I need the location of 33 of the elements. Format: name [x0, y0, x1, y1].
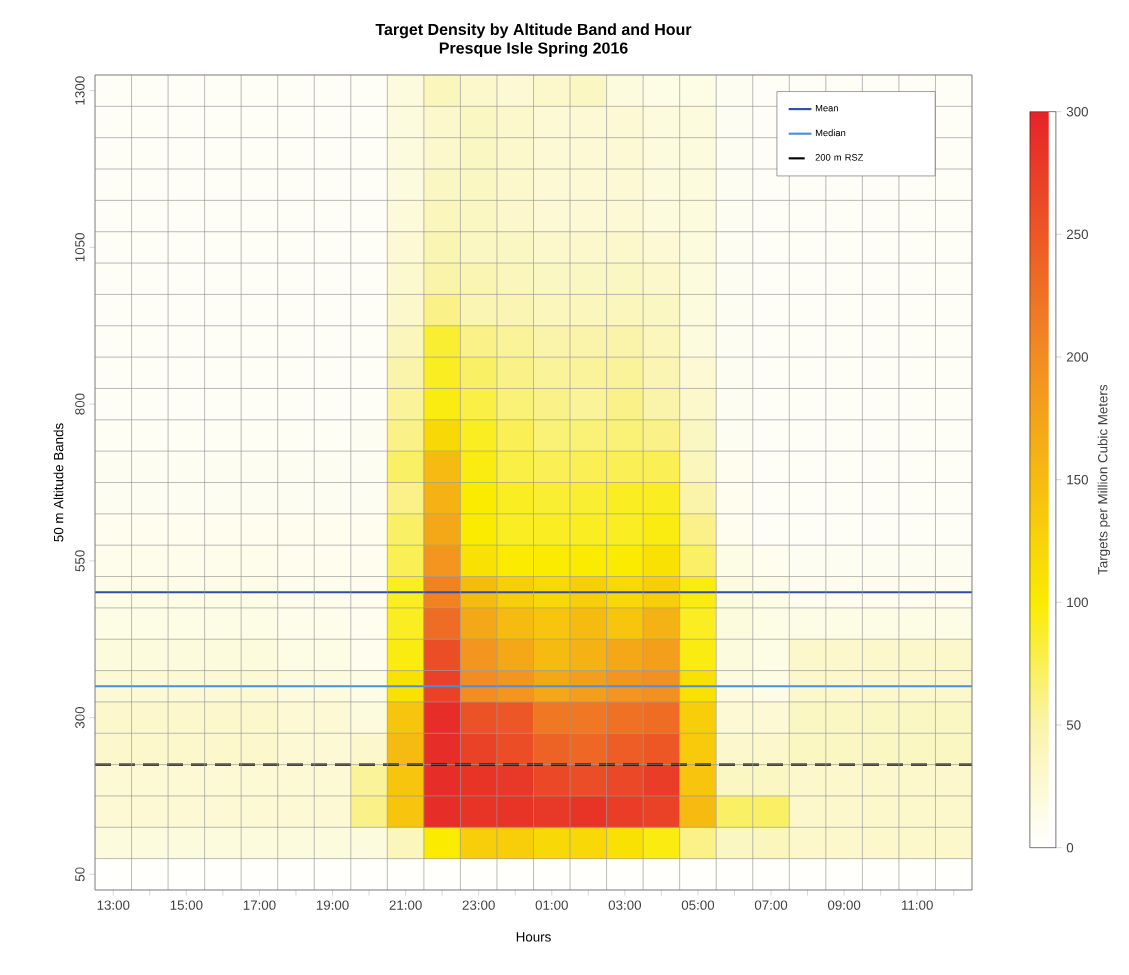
color-bar-label: 150	[1067, 474, 1088, 485]
x-axis-title: Hours	[516, 932, 551, 942]
y-tick-label: 50	[75, 867, 85, 882]
y-tick-label: 550	[75, 550, 85, 572]
y-tick-label: 1050	[75, 233, 85, 262]
legend-label: Mean	[815, 104, 838, 112]
color-bar-label: 50	[1066, 720, 1081, 730]
y-tick-label: 300	[75, 706, 85, 729]
chart-title: Target Density by Altitude Band and Hour	[375, 23, 692, 39]
y-tick-label: 800	[75, 393, 85, 415]
x-tick-label: 07:00	[754, 900, 788, 910]
x-tick-label: 19:00	[316, 900, 349, 910]
chart-subtitle: Presque Isle Spring 2016	[439, 41, 628, 57]
x-tick-label: 23:00	[462, 900, 495, 910]
x-tick-label: 05:00	[681, 900, 715, 910]
color-bar-label: 200	[1066, 352, 1088, 362]
x-tick-label: 09:00	[827, 900, 861, 910]
color-bar-label: 300	[1066, 106, 1088, 117]
y-axis-title: 50 m Altitude Bands	[53, 423, 64, 542]
legend-label: 200 m RSZ	[815, 154, 864, 161]
color-bar-label: 100	[1067, 597, 1088, 608]
x-tick-label: 17:00	[243, 900, 276, 910]
x-tick-label: 13:00	[97, 900, 130, 910]
color-bar-label: 250	[1066, 229, 1088, 240]
color-bar-title: Targets per Million Cubic Meters	[1097, 384, 1111, 575]
y-tick-label: 1300	[75, 76, 85, 105]
x-tick-label: 15:00	[170, 900, 203, 910]
x-tick-label: 01:00	[535, 900, 568, 910]
color-bar-label: 0	[1066, 842, 1074, 853]
x-tick-label: 21:00	[389, 900, 422, 910]
x-tick-label: 03:00	[608, 900, 642, 910]
x-tick-label: 11:00	[902, 900, 933, 910]
legend-label: Median	[815, 129, 846, 137]
